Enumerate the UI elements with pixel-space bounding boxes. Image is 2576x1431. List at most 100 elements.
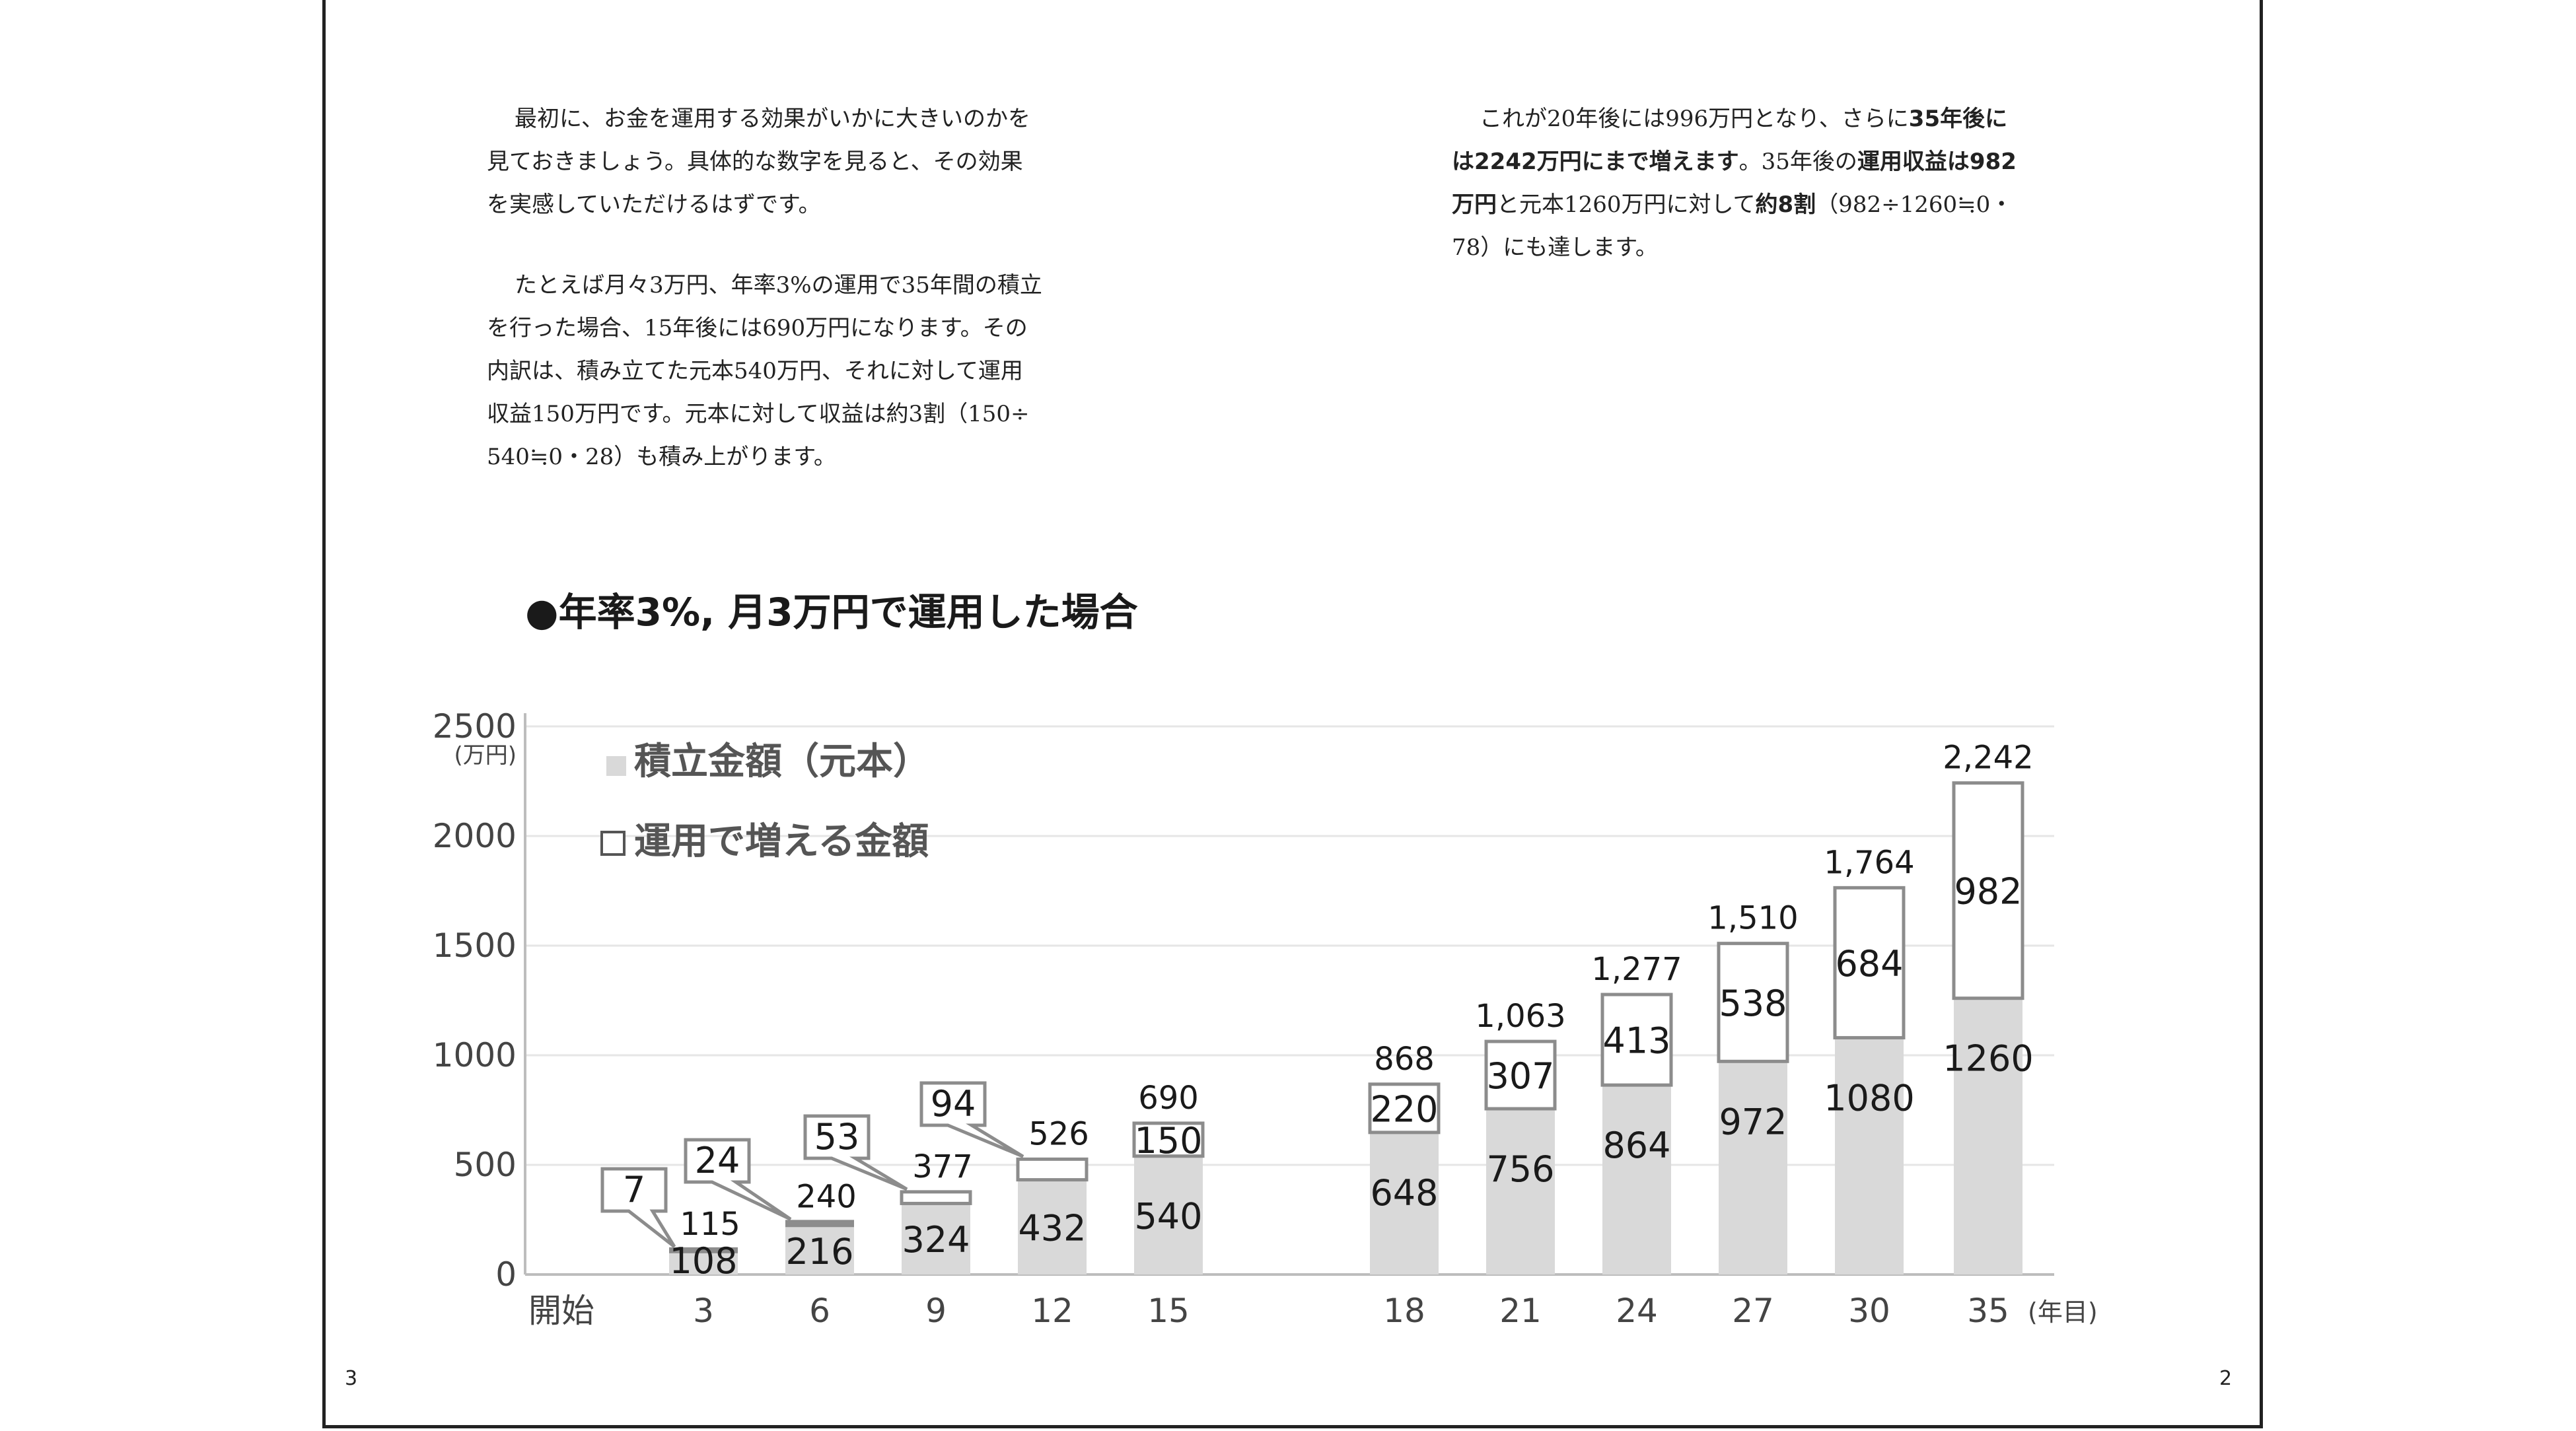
bar-principal xyxy=(1370,1132,1439,1274)
x-tick-label: 27 xyxy=(1732,1292,1774,1330)
bar-total-label: 377 xyxy=(912,1148,973,1185)
bar-return xyxy=(1368,1082,1441,1134)
text-line: たとえば月々3万円、年率3%の運用で35年間の積立 xyxy=(515,272,1042,298)
bar-return-label: 53 xyxy=(814,1116,860,1158)
bar-total-label: 1,510 xyxy=(1707,900,1798,937)
text-line: を行った場合、15年後には690万円になります。その xyxy=(487,315,1028,341)
bar-return xyxy=(1717,942,1789,1063)
bar-principal xyxy=(1134,1156,1203,1274)
bar-total-label: 1,063 xyxy=(1475,998,1565,1035)
x-tick-label: 6 xyxy=(809,1292,830,1330)
bar-total-label: 868 xyxy=(1374,1041,1435,1078)
bar-return xyxy=(1016,1157,1089,1182)
x-tick-label: 開始 xyxy=(528,1292,594,1330)
y-tick-label: 1000 xyxy=(433,1036,517,1074)
callout-box xyxy=(803,1114,908,1191)
bar-return xyxy=(1833,886,1906,1039)
bar-return xyxy=(1600,993,1673,1087)
bar-principal-label: 756 xyxy=(1486,1148,1554,1190)
x-tick-label: 3 xyxy=(693,1292,714,1330)
bar-total-label: 115 xyxy=(680,1206,740,1243)
text-line: 見ておきましょう。具体的な数字を見ると、その効果 xyxy=(487,149,1023,175)
bar-total-label: 526 xyxy=(1028,1115,1089,1152)
bar-total-label: 1,277 xyxy=(1591,951,1682,988)
left-paragraph-1: 最初に、お金を運用する効果がいかに大きいのかを 見ておきましょう。具体的な数字を… xyxy=(487,98,1030,227)
bar-principal-label: 972 xyxy=(1719,1101,1787,1142)
bar-principal-label: 1260 xyxy=(1943,1038,2033,1080)
legend-swatch-principal xyxy=(606,756,626,776)
page-number-right: 2 xyxy=(2219,1367,2233,1390)
bar-return-label: 220 xyxy=(1370,1088,1438,1130)
bar-principal xyxy=(1486,1109,1555,1274)
bar-principal-label: 540 xyxy=(1134,1195,1202,1237)
left-paragraph-2: たとえば月々3万円、年率3%の運用で35年間の積立 を行った場合、15年後には6… xyxy=(487,264,1042,479)
y-tick-label: 2000 xyxy=(433,817,517,855)
page-number-left: 3 xyxy=(345,1367,358,1390)
callout-box xyxy=(600,1167,676,1248)
bar-return xyxy=(900,1190,972,1205)
legend-label-principal: 積立金額（元本） xyxy=(634,740,930,783)
callout-box xyxy=(684,1138,792,1221)
bar-principal-label: 432 xyxy=(1018,1207,1086,1249)
x-tick-label: 12 xyxy=(1031,1292,1073,1330)
legend-swatch-return xyxy=(600,831,626,856)
bar-principal xyxy=(1018,1179,1087,1274)
bar-total-label: 1,764 xyxy=(1824,844,1914,881)
bar-return-label: 413 xyxy=(1602,1020,1670,1062)
bar-principal-label: 216 xyxy=(785,1231,853,1273)
bar-return xyxy=(1952,781,2024,1000)
bar-return xyxy=(1484,1039,1557,1111)
text-line: これが20年後には996万円となり、さらに35年後に xyxy=(1480,106,2008,132)
text-line: 78）にも達します。 xyxy=(1452,234,1658,261)
callout-box xyxy=(919,1081,1024,1158)
x-tick-label: 18 xyxy=(1383,1292,1425,1330)
text-line: を実感していただけるはずです。 xyxy=(487,192,821,218)
bar-principal xyxy=(1835,1037,1904,1274)
y-tick-label: 2500 xyxy=(433,707,517,746)
bar-return-label: 24 xyxy=(695,1140,740,1181)
text-line: 内訳は、積み立てた元本540万円、それに対して運用 xyxy=(487,358,1023,384)
bar-principal-label: 108 xyxy=(669,1240,737,1282)
bar-return-label: 94 xyxy=(931,1083,976,1125)
y-tick-label: 0 xyxy=(495,1255,517,1294)
bar-return-label: 150 xyxy=(1134,1120,1202,1162)
bar-return xyxy=(669,1247,738,1253)
bar-total-label: 2,242 xyxy=(1943,740,2033,777)
bar-return xyxy=(785,1220,854,1228)
bar-principal-label: 864 xyxy=(1602,1125,1670,1166)
page-frame xyxy=(322,0,2263,1428)
x-tick-label: 15 xyxy=(1147,1292,1190,1330)
right-paragraph: これが20年後には996万円となり、さらに35年後に は2242万円にまで増えま… xyxy=(1452,98,2017,269)
bar-principal xyxy=(785,1227,854,1274)
bar-return-label: 538 xyxy=(1719,983,1787,1024)
x-tick-label: 21 xyxy=(1499,1292,1542,1330)
bar-return-label: 7 xyxy=(623,1169,645,1210)
bar-principal xyxy=(1602,1085,1671,1274)
bar-principal xyxy=(1954,998,2022,1274)
y-tick-label: 500 xyxy=(454,1146,517,1184)
bar-principal-label: 324 xyxy=(902,1219,970,1261)
text-line: 540≒0・28）も積み上がります。 xyxy=(487,444,836,470)
x-tick-label: 35 xyxy=(1967,1292,2009,1330)
bar-total-label: 240 xyxy=(796,1178,857,1215)
text-line: 最初に、お金を運用する効果がいかに大きいのかを xyxy=(515,106,1030,132)
bar-return-label: 307 xyxy=(1486,1055,1554,1097)
y-tick-label: 1500 xyxy=(433,926,517,965)
x-unit-label: (年目) xyxy=(2028,1298,2098,1327)
text-line: 収益150万円です。元本に対して収益は約3割（150÷ xyxy=(487,401,1030,427)
bar-return-label: 982 xyxy=(1954,871,2022,913)
bar-return-label: 684 xyxy=(1835,943,1903,985)
bar-total-label: 690 xyxy=(1138,1080,1199,1117)
chart-title: ●年率3%, 月3万円で運用した場合 xyxy=(525,590,1138,635)
bar-principal xyxy=(1719,1061,1787,1274)
x-tick-label: 24 xyxy=(1616,1292,1658,1330)
x-tick-label: 9 xyxy=(925,1292,947,1330)
x-tick-label: 30 xyxy=(1848,1292,1890,1330)
y-unit-label: (万円) xyxy=(454,742,517,769)
bar-principal-label: 1080 xyxy=(1824,1077,1914,1119)
legend-label-return: 運用で増える金額 xyxy=(634,820,929,863)
bar-principal-label: 648 xyxy=(1370,1172,1438,1214)
text-line: 万円と元本1260万円に対して約8割（982÷1260≒0・ xyxy=(1452,192,2013,218)
text-line: は2242万円にまで増えます。35年後の運用収益は982 xyxy=(1452,149,2017,175)
